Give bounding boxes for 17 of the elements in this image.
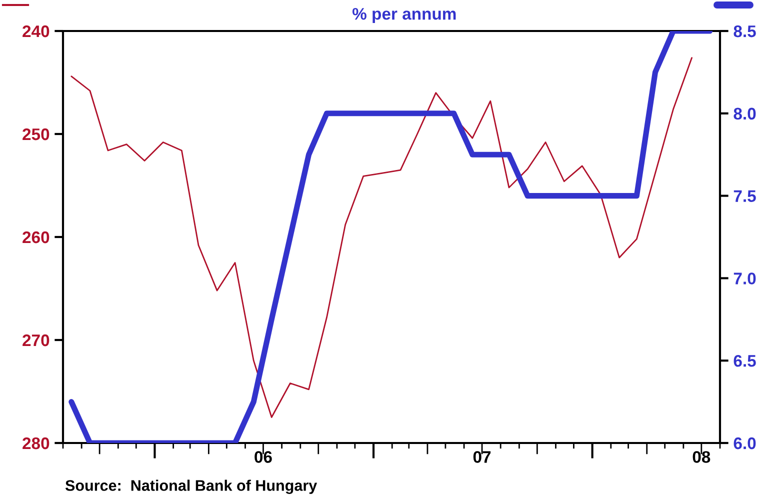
y-tick-label: 250 bbox=[22, 128, 50, 140]
y-tick-label: 260 bbox=[22, 231, 50, 244]
x-tick-label: 06 bbox=[254, 451, 272, 463]
y2-axis-title: % per annum bbox=[352, 8, 456, 24]
y-tick-label: 270 bbox=[22, 334, 50, 346]
y2-tick-label: 8.0 bbox=[734, 108, 756, 120]
y-tick-label: 280 bbox=[22, 437, 50, 450]
y2-tick-label: 7.0 bbox=[734, 272, 756, 284]
y2-tick-label: 6.0 bbox=[734, 437, 756, 450]
source-note: Source: National Bank of Hungary bbox=[65, 480, 318, 494]
y2-tick-label: 8.5 bbox=[734, 25, 756, 38]
line-series bbox=[70, 57, 693, 418]
x-tick-label: 08 bbox=[692, 451, 710, 463]
y-tick-label: 240 bbox=[22, 25, 50, 38]
x-tick-label: 07 bbox=[473, 451, 491, 463]
y2-tick-label: 6.5 bbox=[734, 355, 756, 367]
y2-tick-label: 7.5 bbox=[734, 190, 756, 202]
